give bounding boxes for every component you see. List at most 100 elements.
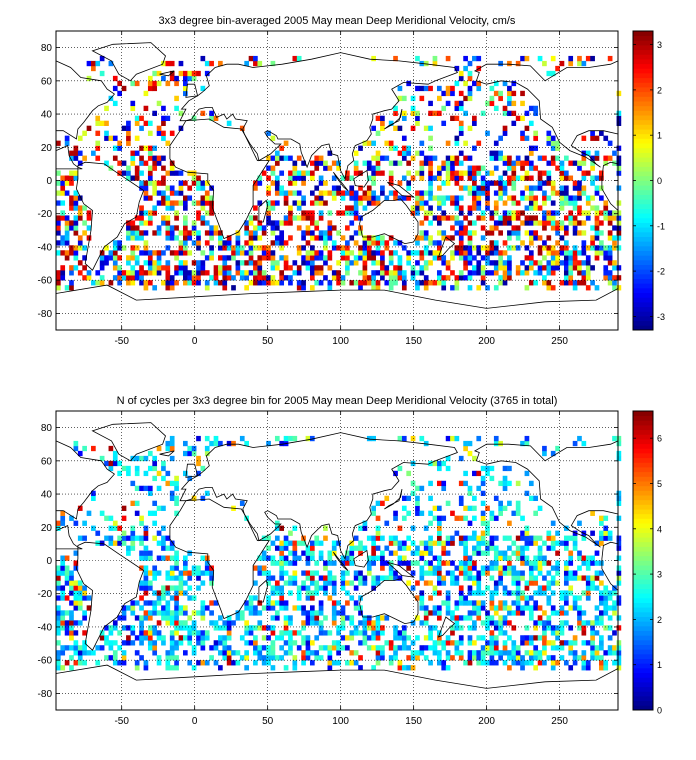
bin-cell [108, 645, 114, 651]
colorbar-segment [633, 124, 653, 130]
bin-cell [498, 615, 503, 621]
bin-cell [147, 625, 153, 631]
bin-cell [283, 255, 289, 261]
bin-cell [577, 610, 582, 616]
bin-cell [239, 245, 245, 251]
bin-cell [147, 630, 153, 636]
bin-cell [231, 620, 236, 626]
bin-cell [270, 540, 276, 546]
bin-cell [305, 225, 311, 231]
bin-cell [472, 80, 477, 87]
bin-cell [463, 170, 468, 176]
bin-cell [112, 520, 118, 526]
bin-cell [353, 210, 359, 216]
bin-cell [336, 260, 341, 266]
bin-cell [463, 215, 468, 221]
bin-cell [283, 265, 289, 271]
bin-cell [436, 655, 442, 661]
bin-cell [401, 635, 407, 641]
bin-cell [450, 630, 455, 636]
bin-cell [507, 535, 512, 541]
bin-cell [546, 625, 552, 631]
bin-cell [358, 655, 363, 661]
bin-cell [139, 605, 144, 611]
bin-cell [371, 255, 376, 261]
bin-cell [401, 540, 407, 546]
bin-cell [235, 240, 241, 246]
bin-cell [581, 220, 587, 226]
bin-cell [485, 195, 490, 201]
bin-cell [485, 250, 490, 256]
bin-cell [169, 250, 175, 256]
bin-cell [533, 535, 539, 541]
bin-cell [270, 260, 276, 266]
bin-cell [485, 465, 490, 472]
bin-cell [419, 550, 425, 556]
bin-cell [305, 590, 311, 596]
bin-cell [537, 545, 543, 551]
bin-cell [577, 575, 582, 581]
bin-cell [594, 150, 600, 156]
bin-cell [69, 590, 74, 596]
bin-cell [458, 560, 464, 566]
bin-cell [393, 570, 398, 576]
bin-cell [353, 190, 359, 196]
bin-cell [218, 60, 223, 67]
bin-cell [445, 175, 451, 181]
bin-cell [441, 485, 447, 492]
x-tick-label: 250 [551, 716, 568, 727]
bin-cell [82, 660, 87, 666]
bin-cell [126, 125, 131, 131]
bin-cell [428, 625, 433, 631]
bin-cell [200, 580, 206, 586]
bin-cell [244, 630, 249, 636]
bin-cell [603, 200, 609, 206]
bin-cell [489, 620, 495, 626]
colorbar-segment [633, 588, 653, 594]
bin-cell [467, 250, 473, 256]
bin-cell [384, 520, 390, 526]
bin-cell [248, 55, 254, 62]
bin-cell [56, 595, 61, 601]
bin-cell [134, 270, 140, 276]
bin-cell [248, 280, 254, 286]
bin-cell [104, 535, 109, 541]
bin-cell [559, 250, 565, 256]
bin-cell [345, 615, 350, 621]
bin-cell [616, 650, 622, 656]
bin-cell [485, 645, 490, 651]
colorbar-segment [633, 91, 653, 97]
bin-cell [550, 250, 556, 256]
bin-cell [152, 520, 158, 526]
bin-cell [563, 190, 569, 196]
bin-cell [174, 605, 179, 611]
bin-cell [393, 550, 398, 556]
bin-cell [318, 270, 324, 276]
bin-cell [550, 590, 556, 596]
bin-cell [502, 155, 508, 161]
bin-cell [226, 625, 232, 631]
bin-cell [152, 600, 158, 606]
bin-cell [502, 185, 508, 191]
bin-cell [572, 440, 578, 447]
bin-cell [139, 515, 144, 521]
bin-cell [507, 160, 512, 166]
bin-cell [314, 185, 320, 191]
colorbar-segment [633, 325, 653, 331]
bin-cell [485, 245, 490, 251]
bin-cell [612, 645, 617, 651]
bin-cell [165, 590, 171, 596]
bin-cell [524, 175, 530, 181]
bin-cell [91, 60, 96, 67]
bin-cell [563, 560, 569, 566]
bin-cell [314, 540, 320, 546]
bin-cell [550, 535, 556, 541]
bin-cell [253, 55, 258, 62]
bin-cell [590, 555, 595, 561]
bin-cell [244, 600, 249, 606]
coastline [55, 60, 115, 140]
bin-cell [362, 625, 368, 631]
bin-cell [498, 505, 503, 511]
bin-cell [309, 220, 315, 226]
bin-cell [366, 185, 372, 191]
